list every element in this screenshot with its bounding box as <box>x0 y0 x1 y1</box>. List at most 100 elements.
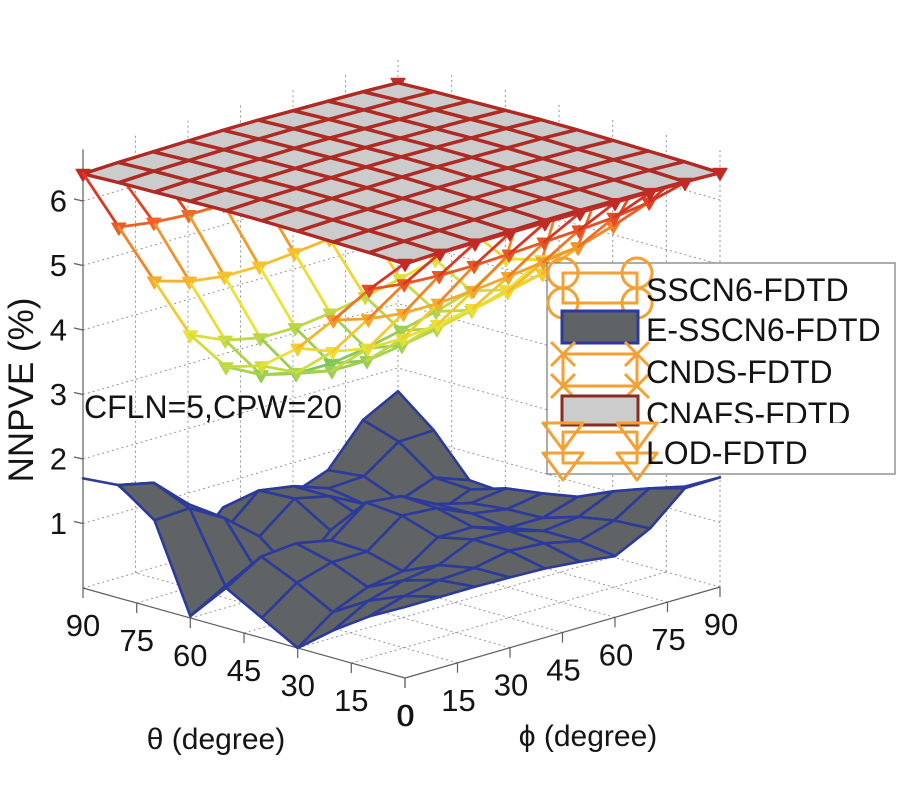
lod-fdtd-mesh-line <box>260 346 300 368</box>
lod-fdtd-mesh-line <box>222 203 261 268</box>
z-axis-label-group: NNPVE (%) <box>2 298 41 483</box>
legend-label: CNAFS-FDTD <box>646 396 850 432</box>
lod-fdtd-mesh-line <box>117 225 156 283</box>
lod-fdtd-mesh-line <box>224 365 263 377</box>
lod-fdtd-mesh-line <box>471 252 511 292</box>
lod-fdtd-mesh-line <box>401 301 440 340</box>
lod-fdtd-mesh-line <box>436 289 475 326</box>
z-axis-label: NNPVE (%) <box>2 298 41 483</box>
z-tick-label: 1 <box>50 506 67 541</box>
x-marker-icon <box>549 372 577 400</box>
legend-entry-e-sscn6-fdtd: E-SSCN6-FDTD <box>560 309 881 348</box>
phi-axis-label: ϕ (degree) <box>519 720 658 753</box>
lod-fdtd-mesh-line <box>433 258 473 293</box>
z-tick-mark <box>73 456 84 460</box>
lod-fdtd-mesh-line <box>293 251 332 315</box>
lod-fdtd-mesh-line <box>188 333 228 369</box>
floor-grid-line <box>187 557 511 649</box>
parameter-annotation: CFLN=5,CPW=20 <box>84 389 342 425</box>
legend-swatch-x-markers-icon <box>549 340 651 400</box>
lod-fdtd-mesh-line <box>331 317 370 353</box>
phi-tick-label: 15 <box>441 683 475 718</box>
lod-fdtd-mesh-line <box>366 282 406 321</box>
lod-fdtd-mesh-line <box>647 180 687 204</box>
z-tick-mark <box>73 391 84 396</box>
z-tick-label: 3 <box>50 377 67 412</box>
legend-label: LOD-FDTD <box>646 435 808 471</box>
legend-entry-cnds-fdtd: CNDS-FDTD <box>549 340 833 400</box>
lod-fdtd-mesh-line <box>259 371 299 377</box>
theta-tick-label: 30 <box>280 668 314 703</box>
lod-fdtd-mesh-line <box>577 201 617 232</box>
lod-fdtd-mesh-line <box>258 264 297 330</box>
lod-fdtd-mesh-line <box>81 171 121 229</box>
lod-fdtd-mesh-line <box>577 215 616 249</box>
lod-fdtd-mesh-line <box>366 311 405 350</box>
theta-tick-label: 45 <box>227 653 261 688</box>
lod-fdtd-mesh-line <box>471 275 510 310</box>
lod-fdtd-mesh-line <box>542 211 582 244</box>
phi-tick-label: 60 <box>599 637 633 672</box>
phi-tick-label: 30 <box>494 668 528 703</box>
lod-fdtd-triangle-marker <box>325 315 341 329</box>
lod-fdtd-mesh-line <box>330 347 370 373</box>
lod-fdtd-mesh-line <box>223 336 262 342</box>
lod-fdtd-mesh-line <box>331 317 370 322</box>
z-tick-mark <box>73 198 84 202</box>
theta-axis-label: θ (degree) <box>147 723 285 756</box>
lod-fdtd-mesh-line <box>260 364 299 374</box>
legend-entry-cnafs-fdtd: CNAFS-FDTD <box>560 394 850 432</box>
x-marker-icon <box>549 340 577 368</box>
lod-fdtd-mesh-line <box>223 338 263 377</box>
triangle-down-marker-icon <box>615 421 659 452</box>
lod-fdtd-mesh-line <box>153 279 192 337</box>
lod-fdtd-mesh-line <box>187 213 226 278</box>
triangle-down-marker-icon <box>541 451 585 482</box>
lod-fdtd-mesh-line <box>401 274 441 315</box>
floor-grid-line <box>397 496 721 588</box>
lod-fdtd-mesh-line <box>296 318 335 350</box>
phi-tick-label: 75 <box>651 622 685 657</box>
z-tick-mark <box>73 262 84 267</box>
lod-fdtd-mesh-line <box>367 261 407 291</box>
lod-fdtd-mesh-line <box>295 350 335 374</box>
z-tick-mark <box>73 520 84 525</box>
lod-fdtd-mesh-line <box>612 191 652 219</box>
legend-label: SSCN6-FDTD <box>646 272 849 308</box>
theta-tick-label: 0 <box>396 698 413 733</box>
lod-fdtd-mesh-line <box>437 241 477 278</box>
z-tick-mark <box>73 327 84 331</box>
lod-fdtd-mesh-line <box>365 336 405 363</box>
lod-fdtd-mesh-line <box>188 333 227 342</box>
lod-fdtd-mesh-line <box>224 364 264 369</box>
legend-entry-lod-fdtd: LOD-FDTD <box>541 421 808 482</box>
legend-label: E-SSCN6-FDTD <box>646 312 881 348</box>
lod-fdtd-mesh-line <box>188 279 227 342</box>
floor-grid-line <box>135 572 458 664</box>
legend-swatch-triangle-markers-icon <box>541 421 659 482</box>
legend-swatch-outline <box>561 352 639 388</box>
lod-fdtd-triangle-marker <box>397 258 413 272</box>
legend-label: CNDS-FDTD <box>646 354 833 390</box>
theta-tick-label: 90 <box>66 608 100 643</box>
z-tick-label: 4 <box>50 313 67 348</box>
legend-entry-sscn6-fdtd: SSCN6-FDTD <box>546 256 849 320</box>
lod-fdtd-mesh-line <box>507 221 547 256</box>
lod-fdtd-mesh-line <box>506 240 546 279</box>
lod-fdtd-mesh-line <box>363 295 403 332</box>
e-sscn6-fdtd-surface-patch <box>367 594 442 618</box>
x-marker-icon <box>623 340 651 368</box>
phi-tick-label: 0 <box>397 698 414 733</box>
lod-fdtd-mesh-line <box>296 346 335 353</box>
floor-grid-line <box>292 526 616 618</box>
lod-fdtd-mesh-line <box>295 369 334 374</box>
lod-fdtd-mesh-line <box>542 228 581 264</box>
triangle-down-marker-icon <box>541 421 585 452</box>
lod-fdtd-mesh-line <box>331 347 370 353</box>
theta-tick-label: 60 <box>173 638 207 673</box>
z-tick-label: 5 <box>50 248 67 283</box>
lod-fdtd-mesh-line <box>436 264 476 305</box>
legend: SSCN6-FDTD E-SSCN6-FDTD CNDS-FDTD CNAFS-… <box>541 256 896 482</box>
floor-grid-line <box>345 511 668 603</box>
lod-fdtd-mesh-line <box>402 251 442 286</box>
